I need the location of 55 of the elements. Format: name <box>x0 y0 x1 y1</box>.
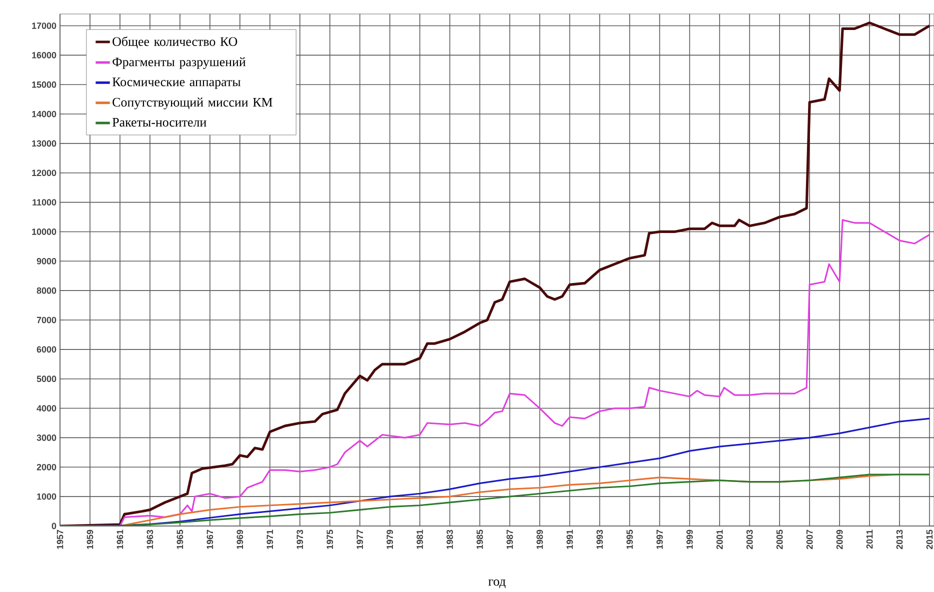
x-tick-label: 1977 <box>356 530 364 549</box>
x-tick-label: 1987 <box>506 530 513 549</box>
legend-label: Космические аппараты <box>112 78 241 89</box>
x-tick-label: 1985 <box>476 530 483 549</box>
y-tick-label: 7000 <box>36 316 56 324</box>
x-tick-label: 2003 <box>746 530 753 550</box>
y-tick-label: 16000 <box>32 52 56 58</box>
x-tick-label: 2013 <box>896 530 903 550</box>
x-tick-label: 2007 <box>806 530 813 550</box>
y-tick-label: 0 <box>52 522 56 530</box>
x-tick-label: 1989 <box>536 530 543 549</box>
y-tick-label: 11000 <box>32 199 56 206</box>
y-tick-label: 5000 <box>36 376 56 382</box>
line-series <box>60 474 930 526</box>
x-tick-label: 1971 <box>266 530 274 549</box>
legend-label: Общее количество КО <box>112 36 238 48</box>
y-tick-label: 8000 <box>36 287 56 294</box>
x-tick-label: 2001 <box>716 530 723 550</box>
x-tick-label: 1981 <box>416 530 423 549</box>
x-tick-label: 1995 <box>626 530 633 549</box>
x-tick-label: 1965 <box>176 530 184 549</box>
x-tick-label: 1979 <box>386 530 393 549</box>
x-tick-label: 2009 <box>836 530 843 550</box>
y-tick-label: 4000 <box>36 405 56 412</box>
legend-label: Ракеты-носители <box>112 118 206 127</box>
x-tick-label: 1973 <box>296 530 304 549</box>
legend-label: Сопутствующий миссии КМ <box>112 98 272 110</box>
y-tick-label: 14000 <box>32 110 56 118</box>
y-tick-label: 2000 <box>36 464 56 470</box>
x-tick-label: 1959 <box>86 530 94 549</box>
y-tick-label: 15000 <box>32 81 56 88</box>
y-tick-label: 1000 <box>37 493 56 500</box>
x-tick-label: 1969 <box>236 530 244 549</box>
x-tick-label: 2015 <box>926 530 933 550</box>
x-tick-label: 1993 <box>596 530 603 549</box>
x-tick-label: 1975 <box>326 530 334 549</box>
legend-label: Фрагменты разрушений <box>112 57 246 69</box>
x-tick-label: 1983 <box>446 530 453 549</box>
x-tick-label: 1967 <box>206 530 214 549</box>
x-tick-label: 2011 <box>866 530 873 549</box>
x-axis-title: год <box>488 580 506 588</box>
y-tick-label: 12000 <box>32 170 56 176</box>
y-tick-label: 17000 <box>32 22 56 29</box>
y-tick-label: 3000 <box>36 434 56 441</box>
x-tick-label: 1957 <box>56 530 64 549</box>
y-tick-label: 6000 <box>36 346 56 353</box>
y-tick-label: 9000 <box>36 258 56 264</box>
x-tick-label: 1963 <box>146 530 154 549</box>
y-tick-label: 10000 <box>32 228 56 235</box>
x-tick-label: 1997 <box>656 530 663 549</box>
y-tick-label: 13000 <box>32 140 56 147</box>
x-tick-label: 1991 <box>566 530 573 549</box>
x-tick-label: 1999 <box>686 530 693 549</box>
x-tick-label: 1961 <box>116 530 124 549</box>
x-tick-label: 2005 <box>776 530 783 550</box>
